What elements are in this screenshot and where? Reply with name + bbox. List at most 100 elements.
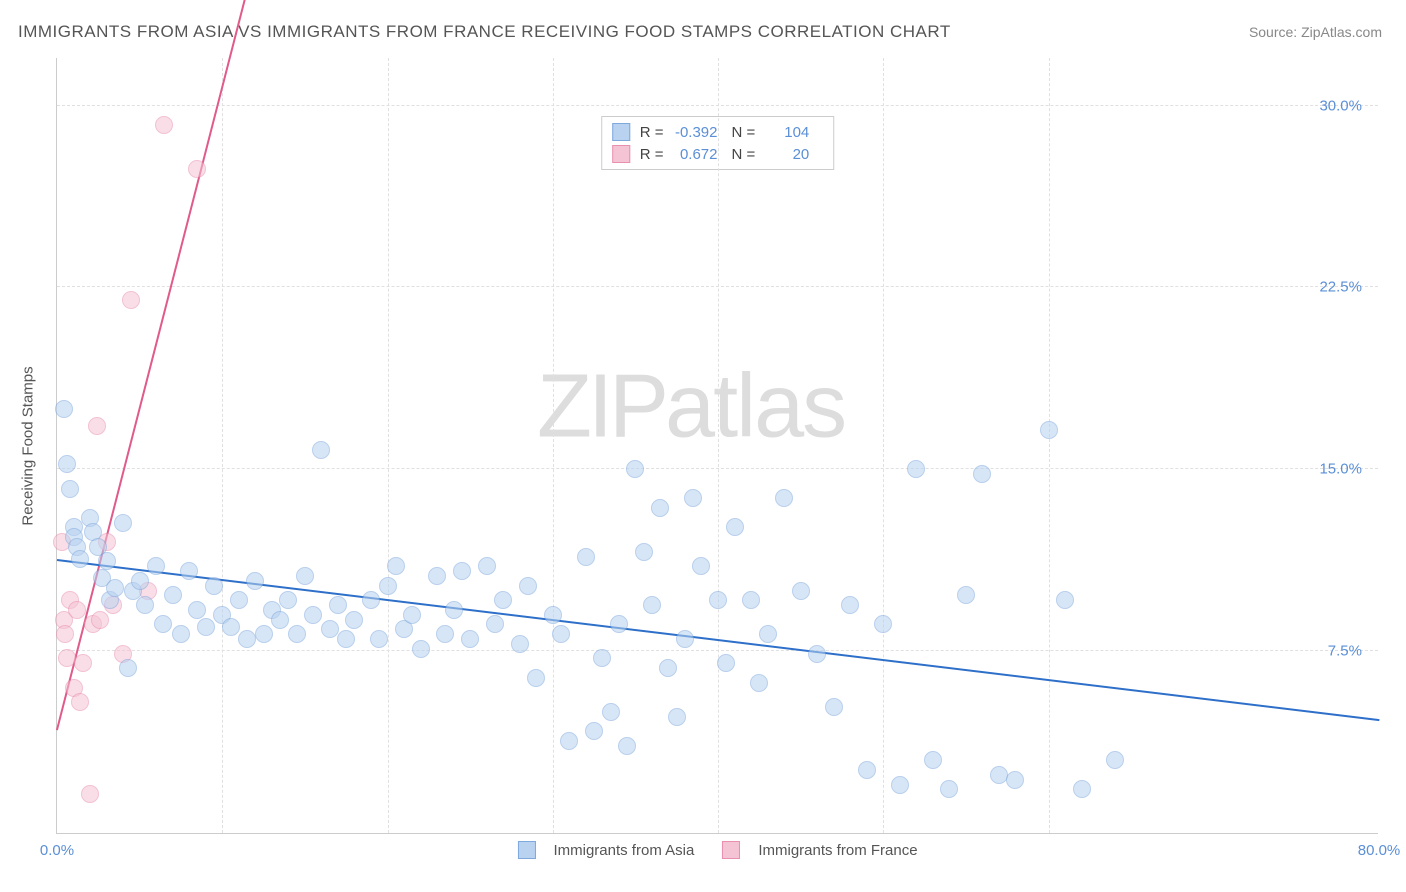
data-point — [1056, 591, 1074, 609]
watermark-zip: ZIP — [537, 356, 665, 456]
data-point — [635, 543, 653, 561]
y-tick-label: 30.0% — [1319, 97, 1362, 114]
data-point — [626, 460, 644, 478]
data-point — [197, 618, 215, 636]
data-point — [55, 400, 73, 418]
data-point — [56, 625, 74, 643]
x-tick-label: 0.0% — [40, 842, 74, 859]
data-point — [618, 737, 636, 755]
x-tick-label: 80.0% — [1358, 842, 1401, 859]
data-point — [136, 596, 154, 614]
data-point — [742, 591, 760, 609]
data-point — [1040, 421, 1058, 439]
data-point — [71, 550, 89, 568]
data-point — [610, 615, 628, 633]
data-point — [91, 611, 109, 629]
data-point — [345, 611, 363, 629]
data-point — [106, 579, 124, 597]
data-point — [71, 693, 89, 711]
y-axis-label: Receiving Food Stamps — [20, 366, 37, 525]
data-point — [907, 460, 925, 478]
data-point — [1073, 780, 1091, 798]
data-point — [858, 761, 876, 779]
grid-line-v — [718, 58, 719, 833]
chart-title: IMMIGRANTS FROM ASIA VS IMMIGRANTS FROM … — [18, 22, 951, 42]
data-point — [188, 601, 206, 619]
data-point — [527, 669, 545, 687]
data-point — [279, 591, 297, 609]
data-point — [58, 455, 76, 473]
data-point — [122, 291, 140, 309]
data-point — [412, 640, 430, 658]
legend-r-value-1: 0.672 — [670, 146, 718, 163]
data-point — [874, 615, 892, 633]
y-tick-label: 22.5% — [1319, 279, 1362, 296]
data-point — [1106, 751, 1124, 769]
data-point — [750, 674, 768, 692]
y-tick-label: 15.0% — [1319, 461, 1362, 478]
legend-n-label-0: N = — [732, 124, 756, 141]
data-point — [155, 116, 173, 134]
data-point — [321, 620, 339, 638]
data-point — [668, 708, 686, 726]
data-point — [602, 703, 620, 721]
data-point — [428, 567, 446, 585]
data-point — [544, 606, 562, 624]
data-point — [304, 606, 322, 624]
data-point — [552, 625, 570, 643]
data-point — [808, 645, 826, 663]
data-point — [825, 698, 843, 716]
bottom-swatch-france — [722, 841, 740, 859]
data-point — [957, 586, 975, 604]
data-point — [312, 441, 330, 459]
grid-line-v — [553, 58, 554, 833]
legend-n-value-1: 20 — [761, 146, 809, 163]
data-point — [684, 489, 702, 507]
data-point — [1006, 771, 1024, 789]
data-point — [246, 572, 264, 590]
data-point — [940, 780, 958, 798]
data-point — [288, 625, 306, 643]
data-point — [362, 591, 380, 609]
data-point — [486, 615, 504, 633]
data-point — [494, 591, 512, 609]
data-point — [296, 567, 314, 585]
data-point — [88, 417, 106, 435]
source-attribution: Source: ZipAtlas.com — [1249, 24, 1382, 40]
data-point — [692, 557, 710, 575]
data-point — [131, 572, 149, 590]
data-point — [792, 582, 810, 600]
data-point — [841, 596, 859, 614]
data-point — [709, 591, 727, 609]
data-point — [271, 611, 289, 629]
data-point — [726, 518, 744, 536]
data-point — [436, 625, 454, 643]
data-point — [238, 630, 256, 648]
grid-line-v — [222, 58, 223, 833]
legend-r-value-0: -0.392 — [670, 124, 718, 141]
data-point — [119, 659, 137, 677]
plot-area: ZIPatlas R = -0.392 N = 104 R = 0.672 N … — [56, 58, 1378, 834]
data-point — [659, 659, 677, 677]
data-point — [577, 548, 595, 566]
swatch-asia — [612, 123, 630, 141]
data-point — [990, 766, 1008, 784]
legend-r-label-0: R = — [640, 124, 664, 141]
data-point — [585, 722, 603, 740]
series-name-france: Immigrants from France — [758, 842, 917, 859]
data-point — [188, 160, 206, 178]
data-point — [387, 557, 405, 575]
data-point — [61, 480, 79, 498]
data-point — [329, 596, 347, 614]
data-point — [775, 489, 793, 507]
data-point — [717, 654, 735, 672]
bottom-swatch-asia — [517, 841, 535, 859]
watermark: ZIPatlas — [537, 355, 845, 458]
data-point — [593, 649, 611, 667]
legend-n-value-0: 104 — [761, 124, 809, 141]
data-point — [379, 577, 397, 595]
data-point — [461, 630, 479, 648]
data-point — [74, 654, 92, 672]
data-point — [114, 514, 132, 532]
series-name-asia: Immigrants from Asia — [553, 842, 694, 859]
